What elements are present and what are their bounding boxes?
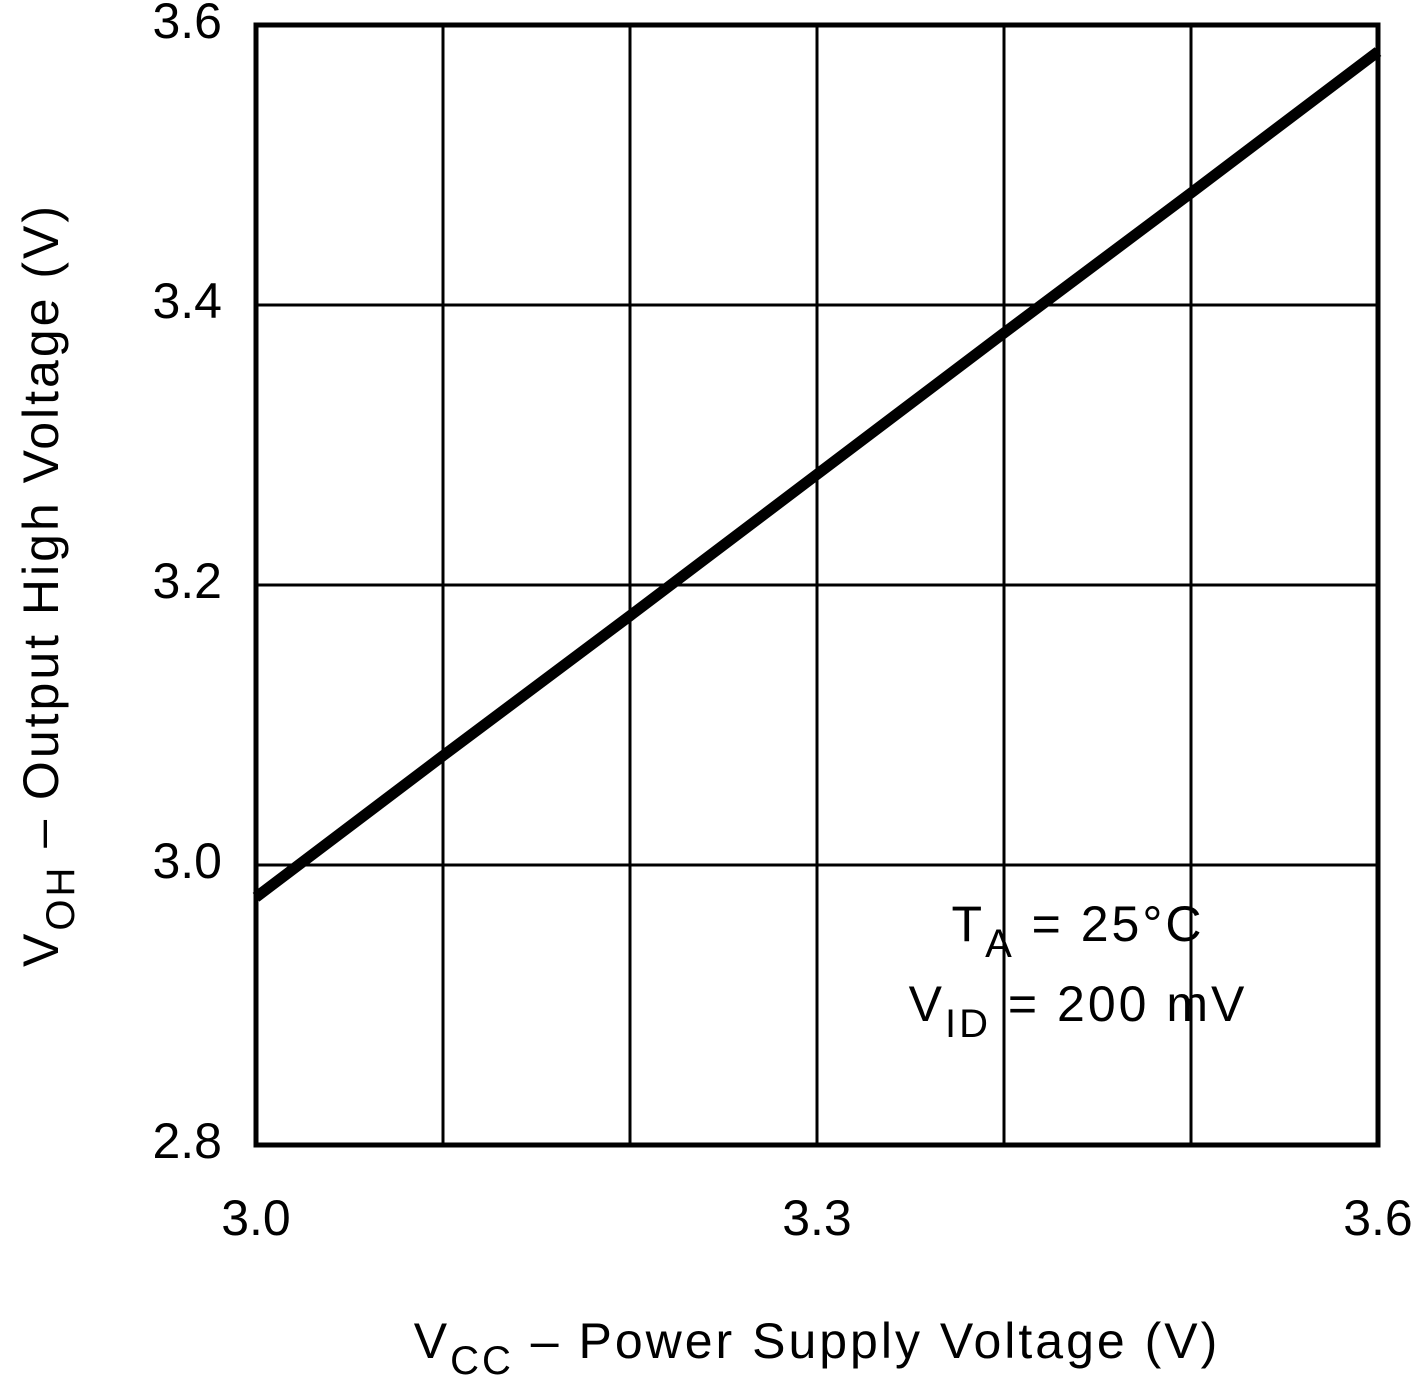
x-axis-label: VCC – Power Supply Voltage (V) xyxy=(414,1313,1220,1382)
y-axis-label-main: V xyxy=(13,931,69,967)
data-line xyxy=(252,47,1382,902)
y-tick-label: 2.8 xyxy=(152,1113,222,1169)
plot-frame xyxy=(253,22,1381,1148)
x-tick-label: 3.0 xyxy=(221,1190,291,1246)
x-axis-label-rest: – Power Supply Voltage (V) xyxy=(514,1313,1220,1369)
y-tick-label: 3.0 xyxy=(152,833,222,889)
x-axis-label-sub: CC xyxy=(450,1339,514,1383)
x-axis-label-main: V xyxy=(414,1313,450,1369)
annotation-sub: A xyxy=(985,922,1015,966)
y-tick-label: 3.2 xyxy=(152,553,222,609)
y-tick-label: 3.4 xyxy=(152,273,222,329)
annotation-sub: ID xyxy=(945,1002,991,1046)
x-tick-label: 3.3 xyxy=(782,1190,852,1246)
x-tick-label: 3.6 xyxy=(1343,1190,1413,1246)
y-axis-label-sub: OH xyxy=(39,865,83,931)
y-axis-label: VOH – Output High Voltage (V) xyxy=(13,203,82,967)
y-tick-label: 3.6 xyxy=(152,0,222,49)
annotation-rest: = 25°C xyxy=(1015,896,1205,952)
annotation-main: T xyxy=(952,896,986,952)
annotation-main: V xyxy=(909,976,945,1032)
annotation: VID = 200 mV xyxy=(909,976,1248,1045)
annotation-rest: = 200 mV xyxy=(991,976,1247,1032)
y-axis-label-rest: – Output High Voltage (V) xyxy=(13,203,69,865)
annotation: TA = 25°C xyxy=(952,896,1205,965)
